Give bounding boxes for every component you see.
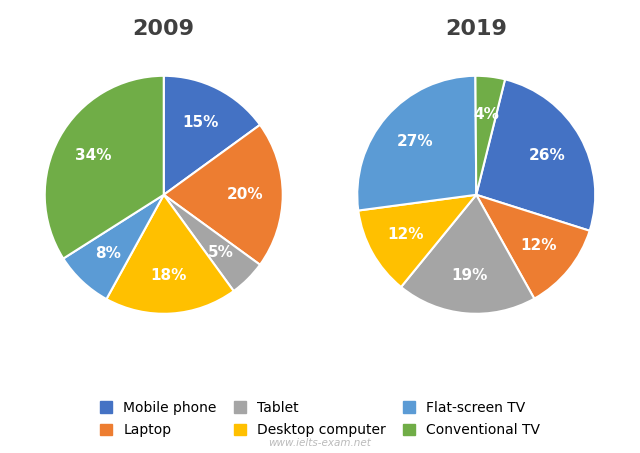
Wedge shape (476, 76, 505, 195)
Wedge shape (476, 195, 589, 299)
Wedge shape (357, 76, 476, 211)
Text: 15%: 15% (182, 115, 219, 130)
Text: 12%: 12% (521, 238, 557, 253)
Text: 20%: 20% (227, 187, 263, 202)
Text: 34%: 34% (75, 148, 111, 163)
Legend: Mobile phone, Laptop, Tablet, Desktop computer, Flat-screen TV, Conventional TV: Mobile phone, Laptop, Tablet, Desktop co… (96, 397, 544, 442)
Wedge shape (476, 79, 595, 231)
Title: 2009: 2009 (132, 19, 195, 39)
Text: 26%: 26% (529, 148, 565, 163)
Text: 18%: 18% (150, 268, 187, 283)
Text: 4%: 4% (473, 107, 499, 122)
Wedge shape (164, 76, 260, 195)
Wedge shape (45, 76, 164, 259)
Text: 27%: 27% (397, 134, 433, 149)
Text: 5%: 5% (208, 245, 234, 260)
Wedge shape (401, 195, 534, 314)
Text: 19%: 19% (451, 268, 488, 283)
Text: 12%: 12% (387, 227, 424, 242)
Title: 2019: 2019 (445, 19, 507, 39)
Wedge shape (63, 195, 164, 299)
Text: www.ielts-exam.net: www.ielts-exam.net (269, 439, 371, 448)
Wedge shape (164, 195, 260, 291)
Wedge shape (164, 125, 283, 265)
Wedge shape (106, 195, 234, 314)
Wedge shape (358, 195, 476, 287)
Text: 8%: 8% (95, 246, 122, 261)
